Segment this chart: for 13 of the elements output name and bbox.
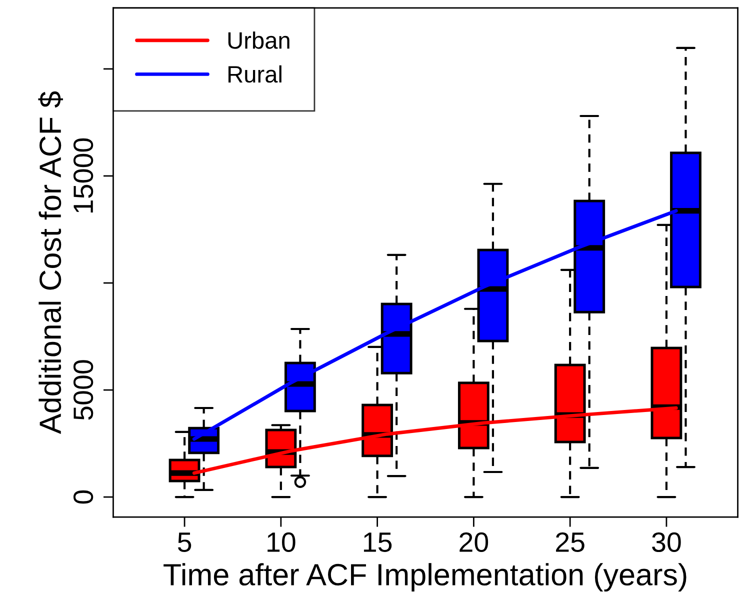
x-tick-label: 15 xyxy=(364,532,392,552)
y-tick-label: 0 xyxy=(73,490,94,504)
x-tick-label: 30 xyxy=(652,532,681,552)
legend-label: Urban xyxy=(228,32,290,49)
x-tick-label: 25 xyxy=(556,532,584,552)
y-axis-title: Additional Cost for ACF $ xyxy=(38,91,63,434)
x-axis-title: Time after ACF Implementation (years) xyxy=(164,563,686,592)
x-tick-label: 20 xyxy=(460,532,488,552)
x-tick-label: 10 xyxy=(268,532,296,552)
y-tick-label: 15000 xyxy=(73,138,94,212)
x-tick-label: 5 xyxy=(178,532,192,552)
y-tick-label: 5000 xyxy=(73,360,94,420)
legend-label: Rural xyxy=(228,65,282,83)
